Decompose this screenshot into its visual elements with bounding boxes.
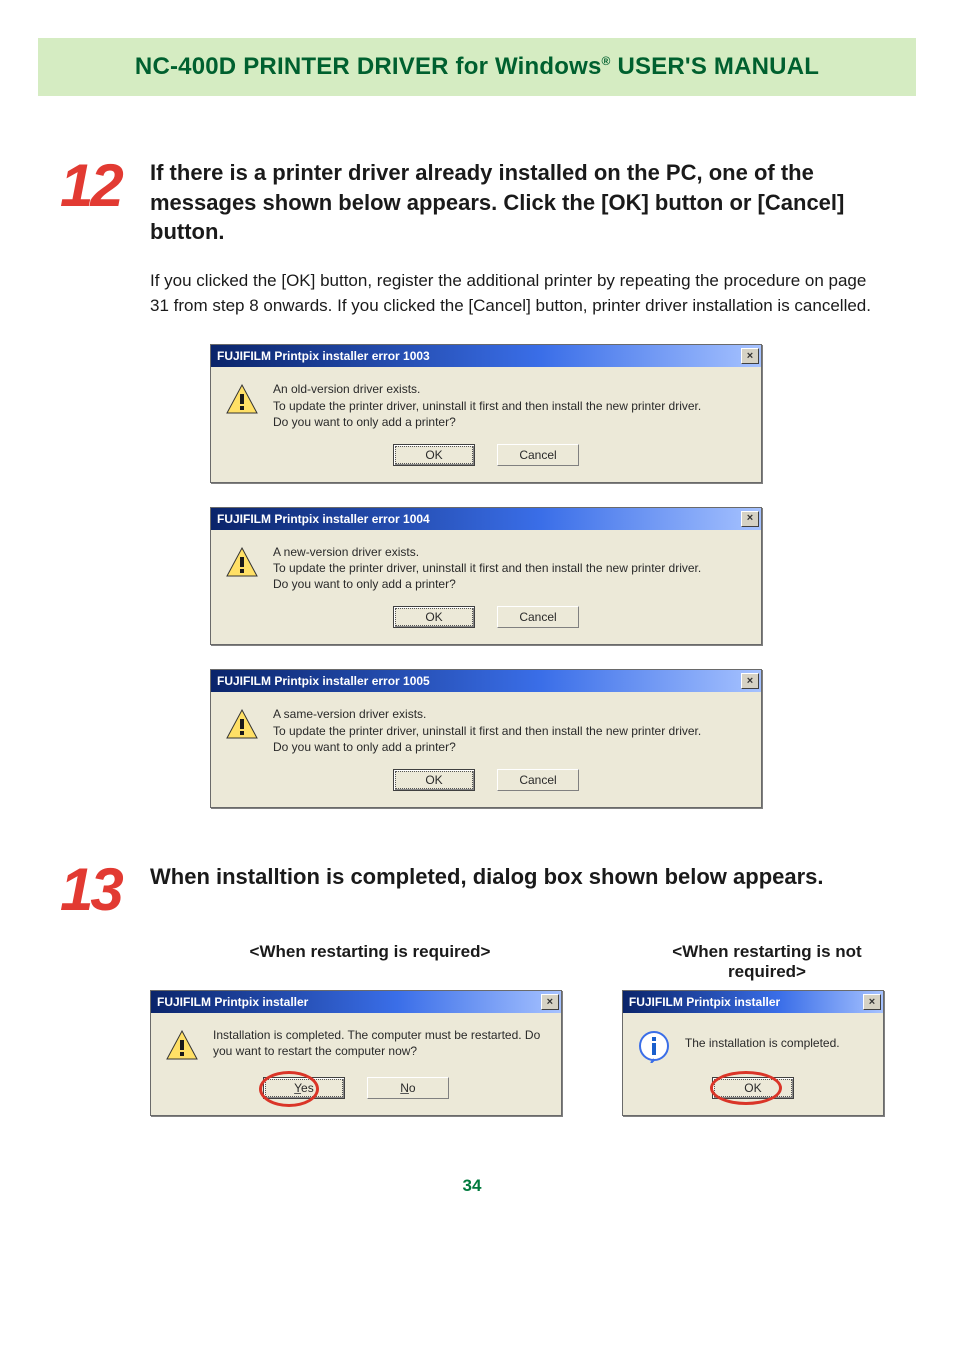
yes-button[interactable]: Yes (263, 1077, 345, 1099)
dialog-line2: To update the printer driver, uninstall … (273, 724, 701, 738)
header-title-suffix: USER'S MANUAL (611, 53, 820, 80)
ok-button[interactable]: OK (393, 769, 475, 791)
close-icon[interactable]: × (741, 511, 759, 527)
dialog-buttons: OK Cancel (211, 769, 761, 807)
dialog-line3: Do you want to only add a printer? (273, 415, 456, 429)
completion-dialogs-row: FUJIFILM Printpix installer × Installati… (150, 990, 884, 1116)
dialog-body: Installation is completed. The computer … (151, 1013, 561, 1077)
step-heading: When installtion is completed, dialog bo… (150, 860, 824, 920)
caption-restart-not-required: <When restarting is not required> (650, 942, 884, 982)
dialog-line1: An old-version driver exists. (273, 382, 420, 396)
caption-restart-required: <When restarting is required> (150, 942, 590, 982)
dialog-title: FUJIFILM Printpix installer error 1003 (217, 349, 741, 363)
close-icon[interactable]: × (741, 673, 759, 689)
dialog-title: FUJIFILM Printpix installer (629, 995, 863, 1009)
dialog-buttons: Yes No (151, 1077, 561, 1115)
dialog-titlebar: FUJIFILM Printpix installer × (623, 991, 883, 1013)
dialog-text: An old-version driver exists. To update … (273, 381, 747, 430)
cancel-button[interactable]: Cancel (497, 606, 579, 628)
dialog-titlebar: FUJIFILM Printpix installer error 1004 × (211, 508, 761, 530)
dialog-line1: A new-version driver exists. (273, 545, 419, 559)
close-icon[interactable]: × (863, 994, 881, 1010)
step-number: 13 (60, 860, 150, 920)
dialog-body: A new-version driver exists. To update t… (211, 530, 761, 607)
dialog-line1: A same-version driver exists. (273, 707, 426, 721)
dialog-titlebar: FUJIFILM Printpix installer error 1003 × (211, 345, 761, 367)
dialog-text: A new-version driver exists. To update t… (273, 544, 747, 593)
header-registered: ® (602, 54, 611, 68)
ok-button[interactable]: OK (712, 1077, 794, 1099)
dialog-text: A same-version driver exists. To update … (273, 706, 747, 755)
step-heading: If there is a printer driver already ins… (150, 156, 884, 247)
step-12: 12 If there is a printer driver already … (60, 156, 884, 247)
dialog-body: An old-version driver exists. To update … (211, 367, 761, 444)
warning-icon (225, 708, 259, 742)
dialog-titlebar: FUJIFILM Printpix installer error 1005 × (211, 670, 761, 692)
no-label-tail: o (409, 1081, 416, 1095)
dialog-body: The installation is completed. (623, 1013, 883, 1077)
warning-icon (225, 546, 259, 580)
ok-button[interactable]: OK (393, 606, 475, 628)
dialog-error-1004: FUJIFILM Printpix installer error 1004 ×… (210, 507, 762, 646)
dialog-error-1003: FUJIFILM Printpix installer error 1003 ×… (210, 344, 762, 483)
cancel-button[interactable]: Cancel (497, 769, 579, 791)
error-dialogs: FUJIFILM Printpix installer error 1003 ×… (210, 344, 762, 808)
page-content: 12 If there is a printer driver already … (0, 96, 954, 1226)
close-icon[interactable]: × (741, 348, 759, 364)
warning-icon (225, 383, 259, 417)
dialog-error-1005: FUJIFILM Printpix installer error 1005 ×… (210, 669, 762, 808)
warning-icon (165, 1029, 199, 1063)
dialog-title: FUJIFILM Printpix installer error 1005 (217, 674, 741, 688)
dialog-buttons: OK Cancel (211, 606, 761, 644)
dialog-buttons: OK (623, 1077, 883, 1115)
no-button[interactable]: No (367, 1077, 449, 1099)
dialog-line3: Do you want to only add a printer? (273, 577, 456, 591)
step-number: 12 (60, 156, 150, 247)
dialog-line2: To update the printer driver, uninstall … (273, 399, 701, 413)
dialog-title: FUJIFILM Printpix installer (157, 995, 541, 1009)
dialog-restart: FUJIFILM Printpix installer × Installati… (150, 990, 562, 1116)
step-body: If you clicked the [OK] button, register… (150, 269, 884, 318)
dialog-body: A same-version driver exists. To update … (211, 692, 761, 769)
cancel-button[interactable]: Cancel (497, 444, 579, 466)
dialog-buttons: OK Cancel (211, 444, 761, 482)
dialog-line3: Do you want to only add a printer? (273, 740, 456, 754)
yes-label-tail: es (301, 1081, 314, 1095)
info-icon (637, 1029, 671, 1063)
dialog-text: Installation is completed. The computer … (213, 1027, 547, 1059)
header-title: NC-400D PRINTER DRIVER for Windows® USER… (135, 53, 819, 81)
dialog-title: FUJIFILM Printpix installer error 1004 (217, 512, 741, 526)
ok-button[interactable]: OK (393, 444, 475, 466)
page-number: 34 (60, 1176, 884, 1196)
dialog-titlebar: FUJIFILM Printpix installer × (151, 991, 561, 1013)
header-bar: NC-400D PRINTER DRIVER for Windows® USER… (38, 38, 916, 96)
dialog-done: FUJIFILM Printpix installer × The instal… (622, 990, 884, 1116)
caption-row: <When restarting is required> <When rest… (150, 942, 884, 982)
step-13: 13 When installtion is completed, dialog… (60, 860, 884, 920)
close-icon[interactable]: × (541, 994, 559, 1010)
header-title-prefix: NC-400D PRINTER DRIVER for Windows (135, 53, 602, 80)
dialog-line2: To update the printer driver, uninstall … (273, 561, 701, 575)
dialog-text: The installation is completed. (685, 1027, 869, 1051)
